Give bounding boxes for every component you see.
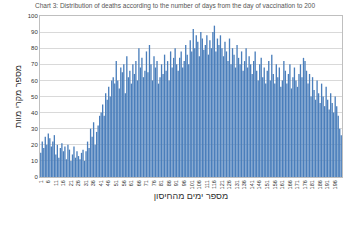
- svg-text:176: 176: [302, 180, 308, 189]
- svg-text:1: 1: [38, 180, 44, 183]
- svg-text:196: 196: [332, 180, 338, 189]
- svg-text:70: 70: [31, 61, 38, 67]
- svg-text:156: 156: [272, 180, 278, 189]
- svg-text:50: 50: [31, 94, 38, 100]
- svg-text:51: 51: [113, 180, 119, 186]
- svg-text:96: 96: [181, 180, 187, 186]
- svg-text:71: 71: [143, 180, 149, 186]
- svg-text:146: 146: [256, 180, 262, 189]
- svg-text:81: 81: [158, 180, 164, 186]
- svg-text:186: 186: [317, 180, 323, 189]
- svg-text:161: 161: [279, 180, 285, 189]
- svg-text:10: 10: [31, 158, 38, 164]
- svg-text:191: 191: [324, 180, 330, 189]
- svg-text:מספר מקרי מוות: מספר מקרי מוות: [13, 65, 23, 128]
- svg-text:171: 171: [294, 180, 300, 189]
- svg-text:60: 60: [31, 78, 38, 84]
- svg-text:30: 30: [31, 126, 38, 132]
- svg-text:86: 86: [166, 180, 172, 186]
- svg-text:166: 166: [287, 180, 293, 189]
- svg-text:136: 136: [241, 180, 247, 189]
- svg-text:101: 101: [189, 180, 195, 189]
- svg-text:11: 11: [53, 180, 59, 186]
- svg-text:46: 46: [105, 180, 111, 186]
- svg-text:66: 66: [136, 180, 142, 186]
- svg-text:126: 126: [226, 180, 232, 189]
- svg-text:20: 20: [31, 142, 38, 148]
- svg-text:181: 181: [309, 180, 315, 189]
- svg-text:40: 40: [31, 110, 38, 116]
- svg-text:111: 111: [204, 180, 210, 188]
- svg-text:131: 131: [234, 180, 240, 189]
- svg-text:16: 16: [60, 180, 66, 186]
- svg-text:116: 116: [211, 180, 217, 189]
- svg-text:26: 26: [75, 180, 81, 186]
- svg-text:151: 151: [264, 180, 270, 189]
- svg-text:41: 41: [98, 180, 104, 186]
- svg-text:76: 76: [151, 180, 157, 186]
- svg-text:6: 6: [45, 180, 51, 183]
- svg-text:36: 36: [90, 180, 96, 186]
- svg-text:61: 61: [128, 180, 134, 186]
- svg-text:121: 121: [219, 180, 225, 189]
- svg-text:21: 21: [68, 180, 74, 186]
- svg-text:0: 0: [34, 174, 38, 180]
- svg-text:31: 31: [83, 180, 89, 186]
- svg-text:מספר ימים מהחיסון: מספר ימים מהחיסון: [154, 191, 228, 201]
- svg-text:100: 100: [28, 13, 39, 19]
- svg-text:90: 90: [31, 29, 38, 35]
- svg-text:106: 106: [196, 180, 202, 189]
- svg-text:56: 56: [121, 180, 127, 186]
- svg-text:80: 80: [31, 45, 38, 51]
- svg-text:141: 141: [249, 180, 255, 189]
- svg-text:Chart 3: Distribution of death: Chart 3: Distribution of deaths accordin…: [35, 2, 315, 10]
- svg-text:91: 91: [173, 180, 179, 186]
